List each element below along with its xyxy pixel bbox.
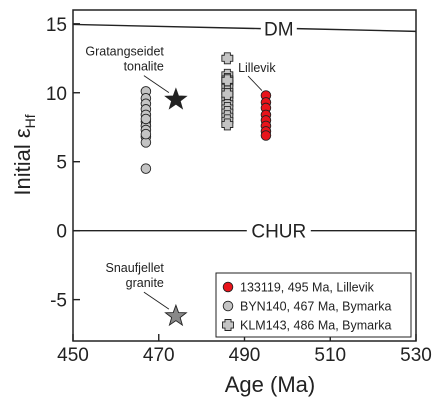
legend-item-byn140-marker [222,300,234,312]
series-klm143 [221,52,234,131]
x-axis-ticks: 450 470 490 510 530 [57,334,432,366]
legend-item-klm143-marker [222,319,234,331]
x-tick-label-470: 470 [143,345,175,366]
star-snaufjellet-label-line: granite [126,276,164,290]
y-tick-label-0: 0 [56,222,67,243]
annotation-leader-lillevik [247,75,263,91]
x-axis-title: Age (Ma) [225,372,315,397]
y-tick-label-5: -5 [50,291,67,312]
star-snaufjellet-marker [164,303,188,327]
y-axis-title-main: Initial ε [10,128,35,195]
data-point [221,52,234,65]
annotation-lillevik: Lillevik [238,61,276,75]
data-point [140,113,152,125]
data-point [221,74,234,87]
star-gratangseidet-label-line: Gratangseidet [85,45,164,59]
data-series [140,52,272,174]
legend-item-klm143-label: KLM143, 486 Ma, Bymarka [240,319,392,333]
ref-line-dm-right [296,27,417,33]
reference-lines: DM CHUR [72,20,417,243]
star-snaufjellet-leader [143,291,170,310]
annotations: Lillevik [238,61,276,91]
y-tick-label-15: 15 [46,15,67,36]
x-tick-label-450: 450 [57,345,89,366]
ref-line-dm-left [72,23,261,30]
star-gratangseidet-label-line: tonalite [124,60,164,74]
legend-item-byn140-label: BYN140, 467 Ma, Bymarka [240,300,392,314]
series-133119 [260,90,272,141]
x-tick-label-510: 510 [314,345,346,366]
star-snaufjellet-label-line: Snaufjellet [106,261,165,275]
y-axis-title: Initial εHf [10,114,38,195]
y-tick-label-10: 10 [46,84,67,105]
y-axis-title-sub: Hf [22,114,38,128]
legend: 133119, 495 Ma, Lillevik BYN140, 467 Ma, … [215,272,412,338]
data-point [260,130,272,141]
x-tick-label-490: 490 [229,345,261,366]
y-axis-ticks: 0 5 10 15 -5 [46,15,80,312]
data-point [140,163,152,174]
ref-line-dm-label: DM [264,20,294,41]
star-gratangseidet-leader [143,75,170,94]
star-gratangseidet-marker [164,87,188,110]
legend-box [215,272,412,338]
x-tick-label-530: 530 [400,345,432,366]
legend-item-133119-marker [222,281,234,293]
data-point [221,88,234,101]
legend-item-133119-label: 133119, 495 Ma, Lillevik [240,281,375,295]
ref-line-chur-label: CHUR [251,222,306,243]
y-tick-label-5: 5 [56,153,67,174]
data-point [140,128,152,140]
data-point [221,118,234,131]
series-byn140 [140,86,152,174]
